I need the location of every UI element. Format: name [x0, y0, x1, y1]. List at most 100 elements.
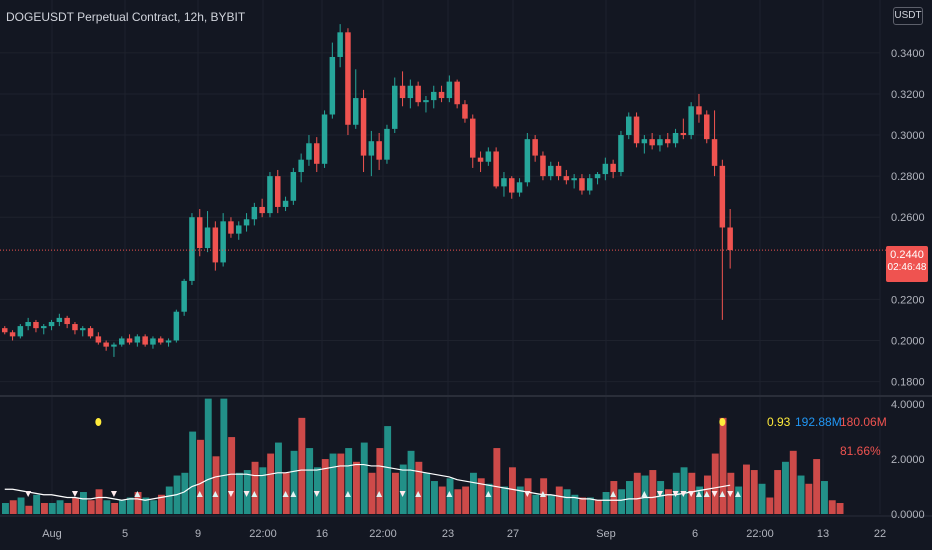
candle-body — [181, 280, 187, 312]
marker-up — [212, 491, 219, 497]
candle-body — [189, 217, 195, 281]
volume-bar — [438, 486, 446, 514]
volume-bar — [321, 459, 329, 514]
candle-body — [399, 85, 406, 99]
volume-bar — [9, 500, 17, 514]
price-tick-label: 0.3200 — [891, 89, 925, 101]
volume-bar — [821, 481, 828, 514]
candle-body — [282, 200, 289, 207]
candle-body — [111, 344, 117, 347]
marker-up — [734, 491, 741, 497]
volume-bar — [501, 486, 509, 514]
volume-axis: 4.0000 2.0000 0.0000 — [891, 399, 925, 521]
volume-bar — [782, 461, 789, 514]
marker-up — [539, 491, 546, 497]
volume-bar — [766, 497, 774, 514]
volume-bar — [197, 439, 204, 514]
volume-bar — [516, 486, 524, 514]
volume-bar — [298, 417, 306, 514]
currency-button[interactable]: USDT — [893, 7, 923, 25]
volume-bar — [353, 461, 360, 514]
candle-body — [314, 143, 320, 164]
volume-tick-label: 4.0000 — [891, 399, 925, 411]
volume-bar — [626, 481, 633, 514]
volume-bar — [111, 503, 119, 514]
candle-body — [345, 32, 351, 125]
volume-bar — [360, 442, 368, 514]
volume-bar — [797, 475, 805, 514]
volume-bar — [95, 489, 103, 514]
volume-bar — [493, 448, 501, 514]
volume-bar — [399, 464, 407, 514]
volume-bar — [657, 481, 665, 514]
volume-bar — [126, 497, 134, 514]
candle-body — [446, 81, 453, 99]
time-tick-label: 23 — [442, 528, 454, 540]
time-tick-label: 27 — [507, 528, 519, 540]
candle-body — [306, 143, 312, 160]
candle-body — [516, 182, 523, 193]
price-tick-label: 0.2000 — [891, 335, 925, 347]
marker-down — [25, 491, 32, 497]
volume-bar — [150, 500, 158, 514]
candle-body — [48, 321, 55, 327]
volume-bar — [462, 486, 470, 514]
marker-up — [134, 491, 141, 497]
volume-bar — [711, 453, 719, 514]
candle-body — [126, 338, 133, 343]
volume-bar — [509, 467, 516, 514]
volume-ma-polyline — [4, 463, 731, 501]
candle-body — [571, 178, 577, 181]
candle-body — [509, 178, 515, 193]
volume-bar — [415, 461, 423, 514]
volume-bar — [314, 467, 321, 514]
signal-markers — [25, 418, 741, 497]
volume-bar — [431, 481, 438, 514]
candle-body — [368, 141, 375, 156]
price-tick-label: 0.3400 — [891, 48, 925, 60]
candle-body — [524, 139, 531, 183]
marker-down — [399, 491, 406, 497]
candle-body — [251, 206, 258, 220]
candle-body — [696, 106, 702, 115]
volume-bar — [103, 500, 111, 514]
candle-body — [431, 91, 437, 101]
candle-body — [228, 221, 234, 234]
price-tick-label: 0.2600 — [891, 212, 925, 224]
candle-body — [329, 56, 336, 115]
volume-bar — [204, 398, 212, 514]
candle-body — [423, 100, 429, 103]
volume-bar — [2, 503, 9, 514]
candle-body — [602, 163, 609, 175]
volume-bar — [836, 503, 844, 514]
candle-body — [142, 336, 148, 345]
price-tick-label: 0.2800 — [891, 171, 925, 183]
volume-bar — [142, 497, 150, 514]
candle-body — [641, 139, 648, 144]
volume-bar — [477, 478, 485, 514]
volume-bar — [587, 497, 594, 514]
volume-bar — [267, 453, 275, 514]
volume-bar — [454, 489, 462, 514]
marker-up — [485, 491, 492, 497]
candle-body — [2, 328, 8, 333]
time-tick-label: 22:00 — [746, 528, 774, 540]
volume-bar — [680, 467, 688, 514]
volume-bar — [165, 486, 173, 514]
candle-body — [158, 338, 164, 343]
volume-bar — [743, 464, 750, 514]
candle-body — [454, 81, 460, 105]
candle-body — [41, 326, 47, 329]
volume-bar — [813, 459, 821, 514]
volume-bar — [571, 494, 579, 514]
candle-body — [56, 317, 63, 322]
volume-bar — [750, 470, 758, 514]
candle-body — [197, 217, 203, 249]
candle-body — [649, 139, 655, 146]
candle-body — [462, 104, 468, 119]
candle-body — [594, 174, 601, 179]
candle-body — [626, 116, 632, 136]
marker-down — [313, 491, 320, 497]
volume-bar — [368, 472, 376, 514]
